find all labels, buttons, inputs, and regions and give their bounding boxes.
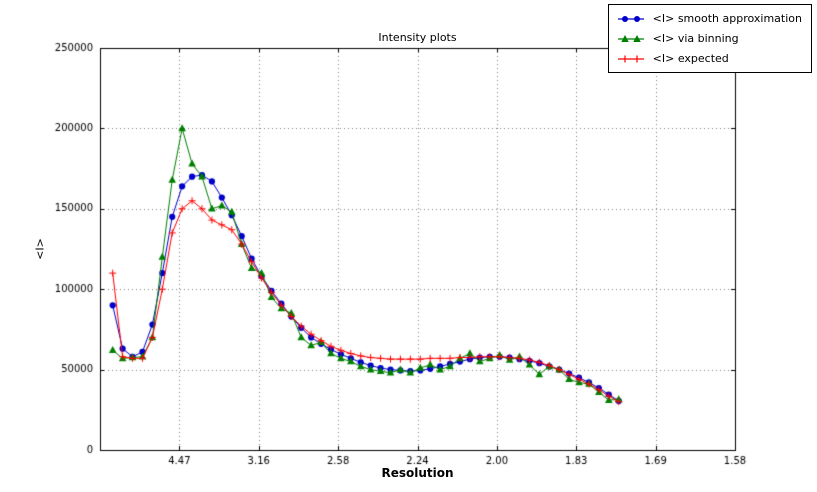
legend-label: <I> expected [652,52,729,65]
y-axis-label: <I> [33,238,47,260]
chart-title: Intensity plots [378,31,457,44]
legend-label: <I> via binning [652,32,739,45]
legend: <I> smooth approximation <I> via binning… [607,4,812,73]
legend-swatch-circle-icon [616,13,646,25]
legend-item-via-binning: <I> via binning [616,29,802,48]
legend-item-smooth-approximation: <I> smooth approximation [616,9,802,28]
legend-label: <I> smooth approximation [652,12,802,25]
legend-item-expected: <I> expected [616,49,802,68]
legend-swatch-plus-icon [616,53,646,65]
x-axis-label: Resolution [381,466,454,480]
legend-swatch-triangle-icon [616,33,646,45]
